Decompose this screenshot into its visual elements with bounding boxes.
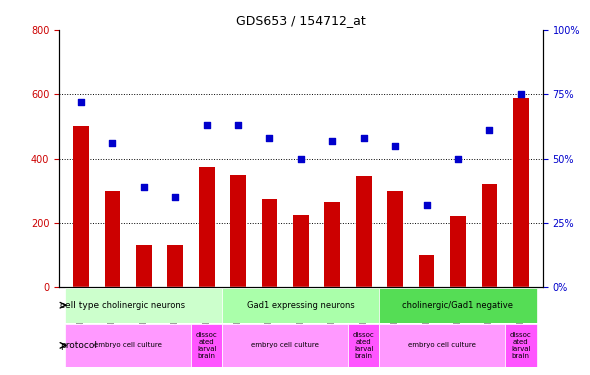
Point (516, 91, 526, 97)
Text: embryo cell culture: embryo cell culture (251, 342, 319, 348)
FancyBboxPatch shape (65, 324, 191, 367)
Point (108, 140, 117, 146)
Text: embryo cell culture: embryo cell culture (94, 342, 162, 348)
Point (484, 127, 494, 133)
Text: protocol: protocol (60, 341, 97, 350)
Point (76, 99, 86, 105)
FancyBboxPatch shape (191, 324, 222, 367)
Bar (324, 202, 340, 287)
Text: dissoc
ated
larval
brain: dissoc ated larval brain (196, 332, 218, 359)
Point (202, 122, 211, 128)
Bar (73, 126, 89, 287)
Bar (168, 245, 183, 287)
Text: embryo cell culture: embryo cell culture (408, 342, 476, 348)
Bar (419, 255, 434, 287)
Bar (199, 166, 215, 287)
Bar (230, 175, 246, 287)
Bar (387, 191, 403, 287)
FancyBboxPatch shape (379, 288, 536, 322)
Text: cholinergic neurons: cholinergic neurons (102, 301, 185, 310)
Point (265, 135, 274, 141)
Text: dissoc
ated
larval
brain: dissoc ated larval brain (353, 332, 375, 359)
FancyBboxPatch shape (348, 324, 379, 367)
Bar (513, 98, 529, 287)
Point (296, 156, 306, 162)
FancyBboxPatch shape (505, 324, 536, 367)
Title: GDS653 / 154712_at: GDS653 / 154712_at (236, 15, 366, 27)
Bar (450, 216, 466, 287)
Text: dissoc
ated
larval
brain: dissoc ated larval brain (510, 332, 532, 359)
Point (453, 156, 463, 162)
Bar (136, 245, 152, 287)
FancyBboxPatch shape (222, 324, 348, 367)
Point (359, 135, 368, 141)
Text: Gad1 expressing neurons: Gad1 expressing neurons (247, 301, 355, 310)
Bar (104, 191, 120, 287)
Text: cell type: cell type (60, 301, 99, 310)
Point (139, 184, 149, 190)
FancyBboxPatch shape (379, 324, 505, 367)
Point (327, 138, 337, 144)
Point (234, 122, 243, 128)
FancyBboxPatch shape (65, 288, 222, 322)
Point (171, 194, 180, 200)
Bar (293, 215, 309, 287)
Bar (481, 184, 497, 287)
Text: cholinergic/Gad1 negative: cholinergic/Gad1 negative (402, 301, 513, 310)
Bar (261, 199, 277, 287)
FancyBboxPatch shape (222, 288, 379, 322)
Point (391, 143, 400, 149)
Point (422, 202, 431, 208)
Bar (356, 176, 372, 287)
